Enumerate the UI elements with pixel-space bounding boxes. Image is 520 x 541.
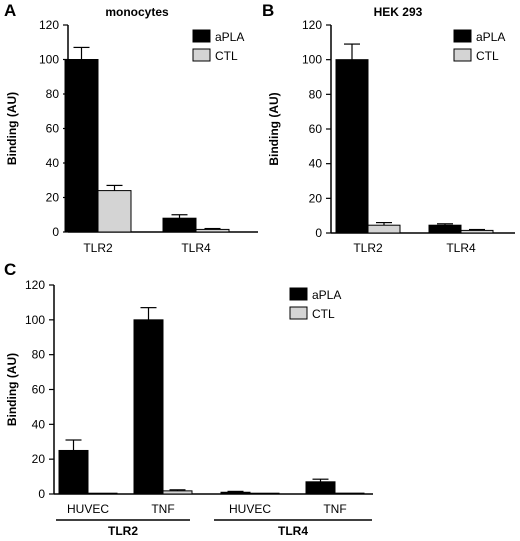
panel-letter: B bbox=[262, 1, 274, 20]
bar-apla-3 bbox=[305, 481, 336, 495]
y-tick-label: 60 bbox=[46, 122, 60, 136]
bar-apla-1 bbox=[162, 217, 197, 233]
category-label: HUVEC bbox=[67, 502, 109, 516]
y-tick-label: 40 bbox=[309, 157, 323, 171]
y-tick-label: 60 bbox=[32, 383, 46, 397]
bar-apla-0 bbox=[64, 59, 99, 233]
y-tick-label: 20 bbox=[32, 452, 46, 466]
bar-ctl-0 bbox=[87, 492, 118, 495]
legend-label: aPLA bbox=[476, 30, 505, 44]
y-tick-label: 120 bbox=[25, 278, 45, 292]
y-tick-label: 120 bbox=[302, 18, 322, 32]
bar-apla-2 bbox=[220, 491, 251, 495]
legend: aPLA CTL bbox=[289, 287, 341, 321]
y-axis-label: Binding (AU) bbox=[267, 92, 281, 165]
bar-apla-1 bbox=[133, 319, 164, 495]
y-tick-label: 80 bbox=[32, 348, 46, 362]
y-tick-label: 40 bbox=[32, 417, 46, 431]
y-axis-label: Binding (AU) bbox=[5, 353, 19, 426]
bar-ctl-1 bbox=[162, 490, 193, 495]
category-label: TLR4 bbox=[446, 241, 476, 255]
category-label: TLR2 bbox=[353, 241, 383, 255]
y-tick-label: 100 bbox=[39, 53, 59, 67]
legend-swatch-apla bbox=[453, 29, 472, 43]
y-axis-label: Binding (AU) bbox=[5, 92, 19, 165]
bar-apla-1 bbox=[428, 224, 462, 234]
legend-label: aPLA bbox=[215, 30, 244, 44]
group-label: TLR2 bbox=[108, 524, 138, 538]
category-label: TNF bbox=[323, 502, 346, 516]
bar-ctl-1 bbox=[195, 228, 230, 233]
bar-ctl-3 bbox=[334, 492, 365, 495]
legend-label: CTL bbox=[312, 307, 335, 321]
y-tick-label: 0 bbox=[52, 225, 59, 239]
y-tick-label: 40 bbox=[46, 156, 60, 170]
legend-swatch-apla bbox=[289, 287, 308, 301]
bar-apla-0 bbox=[335, 59, 369, 234]
panel-title: HEK 293 bbox=[374, 5, 423, 19]
legend-swatch-ctl bbox=[289, 306, 308, 320]
y-tick-label: 20 bbox=[46, 191, 60, 205]
category-label: TLR2 bbox=[83, 241, 113, 255]
y-tick-label: 80 bbox=[46, 87, 60, 101]
category-label: HUVEC bbox=[229, 502, 271, 516]
legend-label: aPLA bbox=[312, 288, 341, 302]
y-tick-label: 80 bbox=[309, 87, 323, 101]
y-tick-label: 100 bbox=[25, 313, 45, 327]
legend-swatch-apla bbox=[192, 29, 211, 43]
legend-label: CTL bbox=[215, 49, 238, 63]
legend-swatch-ctl bbox=[192, 48, 211, 62]
legend-swatch-ctl bbox=[453, 48, 472, 62]
chart-panel-C: C Binding (AU) 0 20 40 60 80 100 120 HUVEC TNF HUVE… bbox=[4, 260, 373, 538]
y-tick-label: 0 bbox=[38, 487, 45, 501]
y-tick-label: 120 bbox=[39, 18, 59, 32]
bar-ctl-0 bbox=[367, 224, 401, 234]
bar-ctl-1 bbox=[460, 229, 494, 234]
panel-title: monocytes bbox=[105, 5, 169, 19]
panel-letter: A bbox=[4, 1, 16, 20]
category-label: TLR4 bbox=[181, 241, 211, 255]
legend: aPLA CTL bbox=[192, 29, 244, 63]
y-tick-label: 100 bbox=[302, 53, 322, 67]
panel-letter: C bbox=[4, 260, 16, 279]
chart-panel-B: B HEK 293 Binding (AU) 0 20 40 60 80 100 120 TLR2 T… bbox=[262, 1, 515, 255]
y-tick-label: 60 bbox=[309, 122, 323, 136]
legend-label: CTL bbox=[476, 49, 499, 63]
y-tick-label: 0 bbox=[315, 226, 322, 240]
bar-apla-0 bbox=[58, 449, 89, 495]
category-label: TNF bbox=[151, 502, 174, 516]
bar-ctl-2 bbox=[249, 492, 280, 495]
bar-ctl-0 bbox=[97, 190, 132, 233]
group-label: TLR4 bbox=[278, 524, 308, 538]
legend: aPLA CTL bbox=[453, 29, 505, 63]
y-tick-label: 20 bbox=[309, 191, 323, 205]
